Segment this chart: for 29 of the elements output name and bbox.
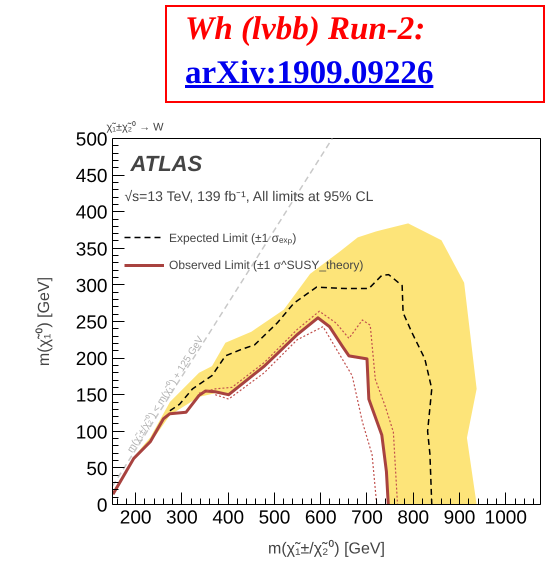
y-tick-label: 0	[96, 496, 108, 516]
annotation: ATLAS	[130, 151, 203, 176]
chart-subtitle: arXiv:1909.09226	[185, 54, 434, 93]
line-series	[112, 316, 390, 504]
y-tick-label: 400	[76, 202, 108, 224]
y-tick-label: 450	[76, 166, 108, 188]
y-tick-label: 150	[76, 386, 108, 407]
y-tick-label: 200	[76, 349, 108, 370]
x-tick-label: 600	[304, 508, 337, 528]
x-tick-label: 800	[397, 508, 430, 528]
y-tick-label: 350	[76, 239, 108, 260]
legend-label: Expected Limit (±1 σₑₓₚ)	[169, 230, 296, 246]
x-tick-label: 300	[166, 508, 198, 528]
x-tick-label: 500	[258, 508, 290, 528]
y-tick-label: 300	[76, 276, 108, 297]
y-tick-label: 250	[76, 312, 108, 334]
x-tick-label: 900	[444, 508, 476, 528]
x-tick-label: 700	[351, 508, 383, 528]
y-tick-label: 50	[86, 458, 108, 480]
x-tick-label: 200	[120, 508, 152, 528]
annotation: √s=13 TeV, 139 fb⁻¹, All limits at 95% CL	[124, 188, 374, 204]
y-tick-label: 100	[76, 422, 108, 444]
x-tick-label: 400	[212, 508, 244, 528]
y-axis-title: m(χ̃₁⁰) [GeV]	[34, 276, 53, 366]
y-tick-label: 500	[76, 130, 108, 150]
x-axis-title: m(χ̃₁±/χ̃₂⁰) [GeV]	[268, 540, 385, 558]
chart-title: Wh (lvbb) Run-2:	[185, 10, 426, 49]
x-tick-label: 1000	[484, 508, 527, 528]
text: χ̃₁±χ̃₂⁰ → W	[106, 120, 164, 134]
